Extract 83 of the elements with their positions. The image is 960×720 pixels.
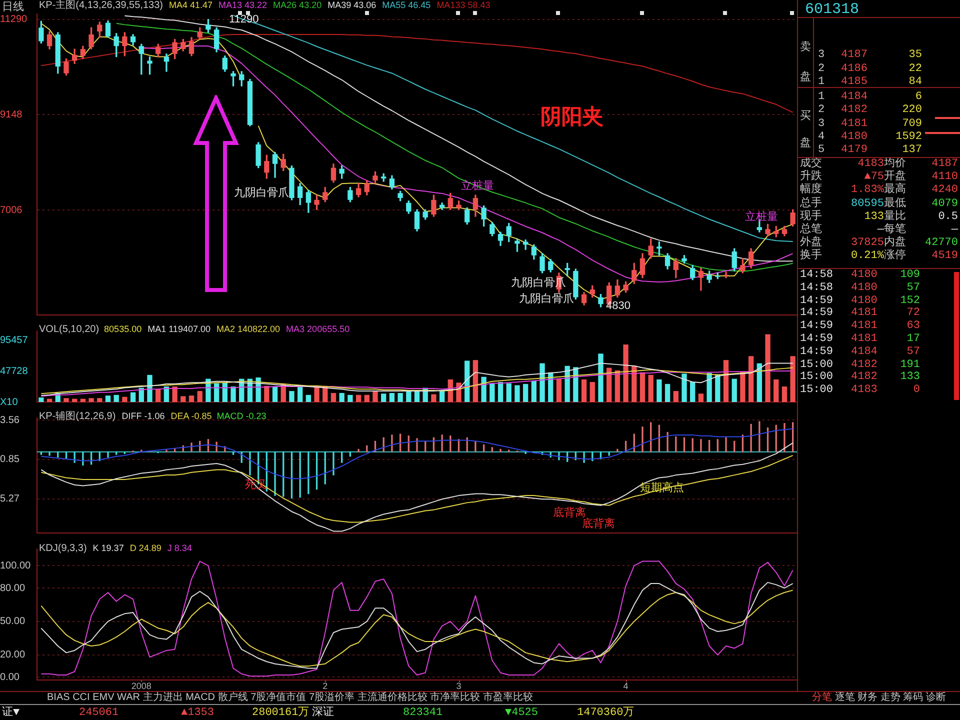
text: 14:59 4181 72 xyxy=(800,307,920,320)
text: MA1 119407.00 xyxy=(148,324,210,334)
text: 14:59 4181 17 xyxy=(800,333,920,345)
text: 2 4186 22 xyxy=(818,62,922,74)
chart-subtitle: MACD -0.23 xyxy=(216,411,266,421)
text: 分笔 逐笔 财务 走势 筹码 诊断 xyxy=(812,692,946,703)
text: BIAS CCI EMV WAR 主力进出 MACD 散户线 7股净值市值 7股溢价率 主流通价格比较 市净率比较 市盈率比较 xyxy=(47,692,533,703)
text: 总手 80595最低 4079 xyxy=(800,198,958,210)
y-tick-label: 50.00 xyxy=(0,616,26,628)
text: 14:59 4184 57 xyxy=(800,346,920,358)
chart-title: VOL(5,10,20) xyxy=(39,324,100,335)
annotation: 4830 xyxy=(606,300,630,312)
chart-title: KP-辅图(12,26,9) xyxy=(39,411,116,422)
text: MA133 58.43 xyxy=(436,0,490,10)
annotation: 九阴白骨爪 xyxy=(519,292,574,306)
y-tick-label: 5.27 xyxy=(0,494,20,505)
text: 升跌 ▲75开盘 4110 xyxy=(800,171,958,184)
x-tick-label: 4 xyxy=(623,680,628,691)
text: MA2 140822.00 xyxy=(216,324,280,334)
text: MA55 46.45 xyxy=(382,0,431,10)
text: 幅度 1.83%最高 4240 xyxy=(800,184,958,196)
text: 601318 xyxy=(805,1,860,18)
text: 245061 xyxy=(79,707,119,719)
text: 15:00 4183 0 xyxy=(800,384,920,396)
text: D 24.89 xyxy=(130,543,162,553)
text: 3 4181 709 xyxy=(818,118,922,130)
text: 14:59 4180 152 xyxy=(800,294,920,307)
annotation: 九阴白骨爪 xyxy=(234,186,289,200)
y-tick-label: 100.00 xyxy=(0,560,32,572)
y-tick-label: 47728 xyxy=(0,366,28,377)
text: 深证 xyxy=(312,707,334,719)
y-tick-label: 9148 xyxy=(0,109,23,120)
y-tick-label: 0.00 xyxy=(0,672,20,683)
chart-subtitle: 80535.00 xyxy=(104,324,142,334)
text: 15:00 4182 191 xyxy=(800,358,920,371)
text: 5 4179 137 xyxy=(818,144,922,156)
text: 1470360万 xyxy=(577,707,634,719)
text: 总笔 —每笔 — xyxy=(800,224,958,236)
x-tick-label: 3 xyxy=(456,680,462,691)
text: 14:58 4180 57 xyxy=(800,282,920,294)
text: 现手 133量比 0.5 xyxy=(800,210,958,223)
annotation: 阴阳夹 xyxy=(540,104,604,128)
text: 823341 xyxy=(403,707,443,719)
x-tick-label: 2008 xyxy=(131,680,152,691)
text: 日线 xyxy=(2,0,24,14)
annotation: 底背离 xyxy=(582,517,615,530)
y-tick-label: X10 xyxy=(0,396,18,408)
text: 2 4182 220 xyxy=(818,104,922,116)
y-tick-label: 95457 xyxy=(0,335,28,346)
text: MA39 43.06 xyxy=(328,0,376,10)
text: MA4 41.47 xyxy=(168,0,212,10)
text: 4 4180 1592 xyxy=(818,130,922,143)
text: 外盘 37825内盘 42770 xyxy=(800,237,958,250)
text: 14:59 4181 63 xyxy=(800,320,920,332)
text: 2800161万 xyxy=(252,707,310,719)
text: 14:58 4180 109 xyxy=(800,269,920,281)
text: DEA -0.85 xyxy=(170,411,212,421)
text: 1 4184 6 xyxy=(818,91,922,103)
text: ▲1353 xyxy=(181,707,214,719)
text: 15:00 4182 133 xyxy=(800,371,920,384)
text: 卖盘 xyxy=(800,41,811,83)
text: 买盘 xyxy=(800,110,811,149)
text: MA26 43.20 xyxy=(273,0,322,10)
y-tick-label: 11290 xyxy=(0,14,28,26)
annotation: 底背离 xyxy=(553,506,586,520)
text: 1 4185 84 xyxy=(818,76,922,88)
y-tick-label: 20.00 xyxy=(0,650,26,661)
series-label: J 8.34 xyxy=(167,543,192,553)
text: 换手 0.21%涨停 4519 xyxy=(800,250,958,262)
y-tick-label: 7006 xyxy=(0,204,23,216)
text: 3 4187 35 xyxy=(818,49,922,61)
chart-title: KDJ(9,3,3) xyxy=(39,543,87,554)
text: 证▼ xyxy=(2,707,20,719)
y-tick-label: 0.85 xyxy=(0,454,20,466)
y-tick-label: 80.00 xyxy=(0,582,26,594)
text: K 19.37 xyxy=(92,543,124,553)
y-tick-label: 3.56 xyxy=(0,414,20,426)
text: MA3 200655.50 xyxy=(286,324,350,334)
text: MA13 43.22 xyxy=(218,0,268,10)
text: DIFF -1.06 xyxy=(122,411,165,421)
text: ▼4525 xyxy=(505,707,538,719)
annotation: 立桩量 xyxy=(745,210,778,224)
x-tick-label: 2 xyxy=(322,680,328,691)
